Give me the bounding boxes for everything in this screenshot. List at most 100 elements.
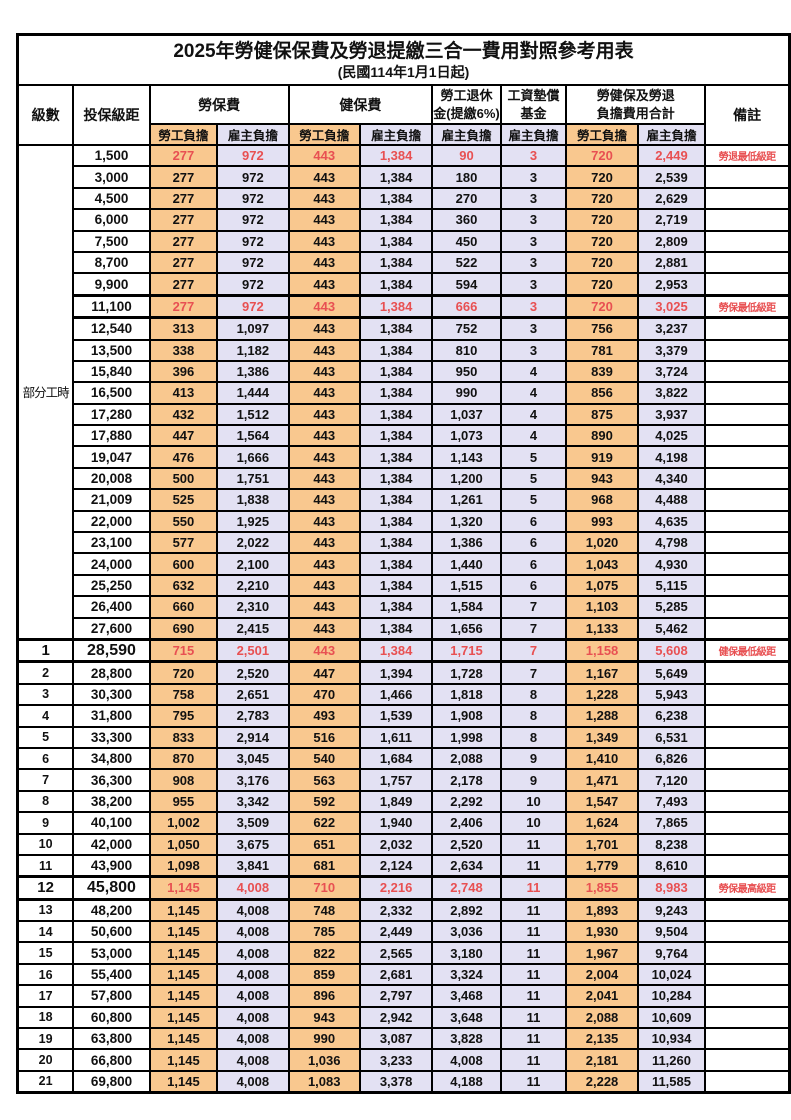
- bracket-cell: 23,100: [72, 531, 151, 555]
- wage-fund-employer-fee: 11: [499, 1005, 568, 1030]
- health-employee-fee: 443: [287, 208, 361, 232]
- health-employer-fee: 1,384: [358, 573, 434, 598]
- labor-employer-fee: 1,097: [216, 316, 290, 341]
- health-employee-fee: 748: [287, 898, 361, 923]
- wage-fund-employer-fee: 11: [499, 1069, 568, 1094]
- labor-employer-fee: 972: [216, 229, 290, 253]
- labor-employee-fee: 577: [148, 531, 219, 555]
- labor-employee-fee: 1,145: [148, 962, 219, 987]
- table-row: 23,100 577 2,022 443 1,384 1,386 6 1,020 4,798: [18, 531, 791, 555]
- note-cell: [704, 746, 791, 771]
- total-employee-fee: 1,020: [565, 531, 639, 555]
- labor-employer-fee: 1,444: [216, 381, 290, 405]
- labor-employer-fee: 972: [216, 293, 290, 320]
- note-cell: [704, 853, 791, 878]
- labor-employer-fee: 4,008: [216, 1005, 290, 1030]
- wage-fund-employer-fee: 6: [499, 573, 568, 598]
- total-employer-fee: 5,462: [636, 616, 707, 641]
- health-employer-fee: 1,384: [358, 143, 434, 168]
- total-employee-fee: 1,930: [565, 920, 639, 944]
- table-row: 2 28,800 720 2,520 447 1,394 1,728 7 1,167 5,649: [16, 660, 791, 685]
- labor-employee-fee: 715: [148, 637, 219, 664]
- pension-employer-fee: 1,515: [431, 573, 502, 598]
- pension-employer-fee: 360: [431, 208, 502, 232]
- note-cell: [704, 1026, 791, 1051]
- wage-fund-employer-fee: 6: [499, 531, 568, 555]
- header-total-line1: 勞健保及勞退: [596, 87, 675, 103]
- total-employee-fee: 839: [565, 359, 639, 384]
- pension-employer-fee: 3,648: [431, 1005, 502, 1030]
- note-cell: 勞保最高級距: [704, 875, 791, 901]
- note-cell: [704, 984, 791, 1008]
- pension-employer-fee: 1,320: [431, 509, 502, 534]
- labor-employee-fee: 1,145: [148, 984, 219, 1008]
- wage-fund-employer-fee: 11: [499, 920, 568, 944]
- labor-employer-fee: 1,838: [216, 488, 290, 512]
- health-employee-fee: 443: [287, 531, 361, 555]
- total-employee-fee: 720: [565, 229, 639, 253]
- labor-employee-fee: 1,145: [148, 875, 219, 901]
- labor-employer-fee: 972: [216, 250, 290, 275]
- table-row: 10 42,000 1,050 3,675 651 2,032 2,520 11 1,701 8,…: [16, 832, 791, 856]
- total-employer-fee: 5,115: [636, 573, 707, 598]
- total-employee-fee: 720: [565, 143, 639, 168]
- total-employee-fee: 720: [565, 186, 639, 211]
- bracket-cell: 66,800: [72, 1048, 151, 1072]
- table-row: 11 43,900 1,098 3,841 681 2,124 2,634 11 1,779 8,…: [16, 853, 791, 878]
- total-employee-fee: 1,779: [565, 853, 639, 878]
- health-employer-fee: 2,942: [358, 1005, 434, 1030]
- note-cell: [704, 832, 791, 856]
- table-row: 6 34,800 870 3,045 540 1,684 2,088 9 1,410 6,826: [16, 746, 791, 771]
- health-employer-fee: 2,681: [358, 962, 434, 987]
- health-employer-fee: 1,466: [358, 682, 434, 707]
- table-row: 5 33,300 833 2,914 516 1,611 1,998 8 1,349 6,531: [16, 725, 791, 749]
- wage-fund-employer-fee: 11: [499, 962, 568, 987]
- total-employee-fee: 919: [565, 445, 639, 469]
- labor-employer-fee: 2,783: [216, 704, 290, 728]
- bracket-cell: 31,800: [72, 704, 151, 728]
- health-employee-fee: 540: [287, 746, 361, 771]
- note-cell: 健保最低級距: [704, 637, 791, 664]
- labor-employer-fee: 3,176: [216, 768, 290, 792]
- total-employee-fee: 2,135: [565, 1026, 639, 1051]
- health-employer-fee: 1,384: [358, 229, 434, 253]
- table-row: 4,500 277 972 443 1,384 270 3 720 2,629: [18, 186, 791, 211]
- pension-employer-fee: 666: [431, 293, 502, 320]
- bracket-cell: 55,400: [72, 962, 151, 987]
- bracket-cell: 4,500: [72, 186, 151, 211]
- wage-fund-employer-fee: 11: [499, 1048, 568, 1072]
- labor-employee-fee: 525: [148, 488, 219, 512]
- labor-employer-fee: 2,210: [216, 573, 290, 598]
- health-employee-fee: 443: [287, 316, 361, 341]
- total-employer-fee: 3,937: [636, 402, 707, 427]
- wage-fund-employer-fee: 7: [499, 637, 568, 664]
- note-cell: [704, 229, 791, 253]
- total-employer-fee: 11,260: [636, 1048, 707, 1072]
- health-employer-fee: 1,384: [358, 338, 434, 362]
- table-row: 26,400 660 2,310 443 1,384 1,584 7 1,103 5,285: [18, 595, 791, 619]
- wage-fund-employer-fee: 5: [499, 466, 568, 491]
- table-row: 16 55,400 1,145 4,008 859 2,681 3,324 11 2,004 10…: [16, 962, 791, 987]
- table-row: 3,000 277 972 443 1,384 180 3 720 2,539: [18, 165, 791, 189]
- level-cell: 8: [16, 789, 75, 814]
- health-employer-fee: 2,332: [358, 898, 434, 923]
- table-row: 11,100 277 972 443 1,384 666 3 720 3,025 勞保最低級距: [18, 293, 791, 320]
- table-row: 部分工時 1,500 277 972 443 1,384 90 3 720 2,449 勞退最低級距: [16, 143, 791, 641]
- bracket-cell: 17,880: [72, 424, 151, 448]
- table-row: 12,540 313 1,097 443 1,384 752 3 756 3,237: [18, 316, 791, 341]
- table-row: 24,000 600 2,100 443 1,384 1,440 6 1,043 4,930: [18, 552, 791, 576]
- labor-employer-fee: 1,512: [216, 402, 290, 427]
- wage-fund-employer-fee: 10: [499, 811, 568, 835]
- bracket-cell: 26,400: [72, 595, 151, 619]
- labor-employer-fee: 972: [216, 186, 290, 211]
- health-employer-fee: 1,384: [358, 250, 434, 275]
- pension-employer-fee: 2,178: [431, 768, 502, 792]
- total-employee-fee: 1,133: [565, 616, 639, 641]
- bracket-cell: 48,200: [72, 898, 151, 923]
- bracket-cell: 12,540: [72, 316, 151, 341]
- header-note: 備註: [704, 84, 791, 146]
- page-subtitle: (民國114年1月1日起): [337, 64, 470, 81]
- health-employer-fee: 1,384: [358, 552, 434, 576]
- health-employee-fee: 447: [287, 660, 361, 685]
- bracket-cell: 19,047: [72, 445, 151, 469]
